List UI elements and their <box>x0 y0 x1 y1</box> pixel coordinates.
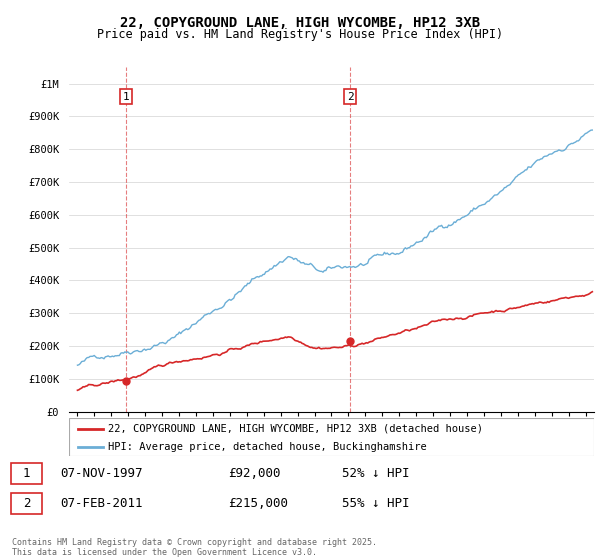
Text: 1: 1 <box>23 467 30 480</box>
Text: 22, COPYGROUND LANE, HIGH WYCOMBE, HP12 3XB: 22, COPYGROUND LANE, HIGH WYCOMBE, HP12 … <box>120 16 480 30</box>
Text: Price paid vs. HM Land Registry's House Price Index (HPI): Price paid vs. HM Land Registry's House … <box>97 28 503 41</box>
Text: 55% ↓ HPI: 55% ↓ HPI <box>342 497 409 510</box>
Text: HPI: Average price, detached house, Buckinghamshire: HPI: Average price, detached house, Buck… <box>109 442 427 452</box>
FancyBboxPatch shape <box>11 463 42 484</box>
Text: 2: 2 <box>347 92 353 102</box>
Text: £215,000: £215,000 <box>228 497 288 510</box>
Text: 22, COPYGROUND LANE, HIGH WYCOMBE, HP12 3XB (detached house): 22, COPYGROUND LANE, HIGH WYCOMBE, HP12 … <box>109 424 484 434</box>
FancyBboxPatch shape <box>11 493 42 515</box>
Text: £92,000: £92,000 <box>228 467 281 480</box>
Text: Contains HM Land Registry data © Crown copyright and database right 2025.
This d: Contains HM Land Registry data © Crown c… <box>12 538 377 557</box>
Text: 52% ↓ HPI: 52% ↓ HPI <box>342 467 409 480</box>
Text: 1: 1 <box>122 92 129 102</box>
Text: 2: 2 <box>23 497 30 510</box>
FancyBboxPatch shape <box>69 418 594 456</box>
Text: 07-FEB-2011: 07-FEB-2011 <box>60 497 143 510</box>
Text: 07-NOV-1997: 07-NOV-1997 <box>60 467 143 480</box>
